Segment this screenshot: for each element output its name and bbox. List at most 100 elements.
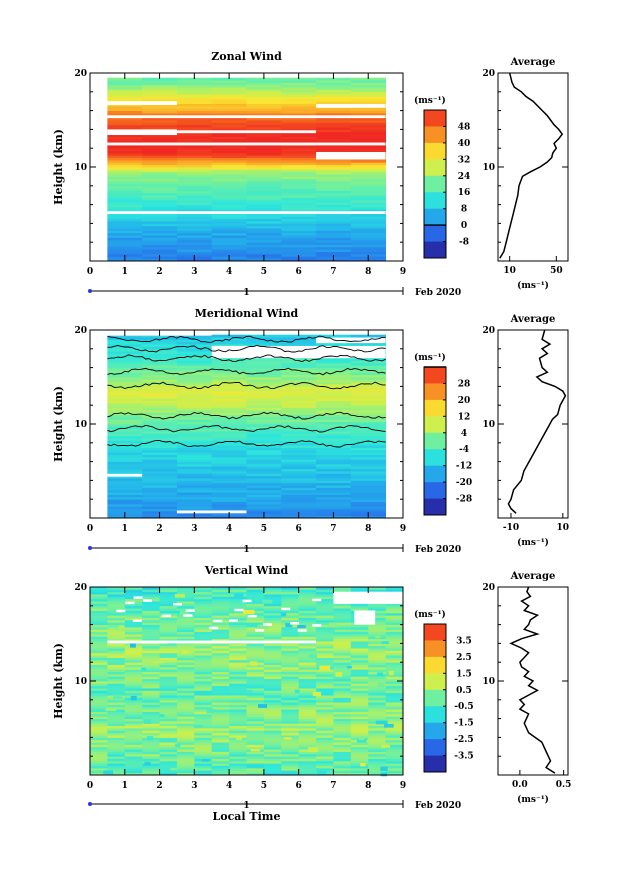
heatmap-cell (107, 496, 143, 500)
heatmap-cell (263, 591, 282, 595)
heatmap-cell (316, 360, 352, 364)
heatmap-cell (385, 681, 404, 684)
heatmap-cell (229, 716, 247, 719)
heatmap-cell (316, 225, 352, 229)
heatmap-cell (368, 695, 387, 698)
y-tick-label: 10 (74, 677, 87, 687)
heatmap-cell (350, 711, 369, 715)
heatmap-cell (368, 605, 387, 609)
heatmap-cell (263, 617, 282, 621)
heatmap-cell (194, 619, 213, 623)
heatmap-cell (350, 122, 387, 126)
heatmap-cell (90, 765, 108, 769)
heatmap-cell (316, 622, 334, 625)
heatmap-cell (298, 753, 317, 757)
heatmap-cell (211, 424, 247, 427)
x-tick-label: 4 (226, 524, 232, 534)
heatmap-cell (350, 692, 369, 696)
heatmap-cell (124, 751, 143, 755)
heatmap-cell (350, 360, 387, 364)
heatmap-cell (316, 94, 352, 97)
heatmap-cell (381, 744, 390, 748)
heatmap-cell (350, 456, 387, 460)
heatmap-cell (211, 192, 247, 196)
heatmap-cell (333, 725, 352, 729)
heatmap-cell (368, 669, 387, 672)
heatmap-cell (263, 676, 282, 680)
heatmap-cell (194, 615, 213, 618)
heatmap-cell (263, 732, 282, 736)
heatmap-cell (281, 645, 300, 649)
heatmap-cell (211, 230, 247, 234)
data-gap (143, 599, 152, 602)
zero-contour (107, 335, 386, 343)
heatmap-cell (316, 374, 352, 378)
heatmap-cell (281, 169, 317, 173)
heatmap-cell (107, 433, 143, 437)
heatmap-cell (176, 735, 195, 738)
heatmap-cell (298, 720, 317, 724)
heatmap-cell (176, 591, 195, 595)
heatmap-cell (350, 87, 387, 90)
colorbar-tick-label: -28 (456, 495, 472, 505)
heatmap-cell (281, 246, 317, 250)
heatmap-cell (368, 725, 387, 729)
heatmap-cell (211, 391, 247, 394)
heatmap-cell (298, 666, 317, 670)
heatmap-cell (316, 697, 334, 701)
heatmap-cell (243, 609, 255, 615)
heatmap-cell (176, 756, 195, 759)
heatmap-cell (281, 688, 300, 691)
heatmap-cell (176, 122, 213, 126)
heatmap-cell (159, 725, 178, 729)
heatmap-cell (368, 770, 387, 774)
heatmap-cell (229, 631, 247, 635)
heatmap-cell (281, 379, 317, 383)
heatmap-cell (350, 626, 369, 630)
heatmap-cell (107, 334, 143, 338)
heatmap-cell (281, 711, 300, 715)
heatmap-cell (350, 89, 387, 93)
heatmap-cell (90, 638, 108, 642)
data-gap (107, 640, 317, 644)
heatmap-cell (316, 367, 352, 371)
heatmap-cell (368, 624, 387, 628)
heatmap-cell (142, 77, 178, 81)
heatmap-cell (263, 636, 282, 640)
heatmap-cell (281, 508, 317, 512)
heatmap-cell (211, 589, 230, 593)
heatmap-cell (385, 608, 404, 611)
heatmap-cell (107, 164, 143, 168)
heatmap-cell (211, 181, 247, 184)
heatmap-cell (176, 145, 213, 149)
heatmap-cell (176, 199, 213, 203)
heatmap-cell (107, 480, 143, 484)
colorbar-band (424, 739, 446, 756)
heatmap-cell (368, 713, 387, 717)
heatmap-cell (211, 164, 247, 168)
heatmap-cell (368, 742, 387, 745)
heatmap-cell (281, 492, 317, 495)
heatmap-cell (142, 164, 178, 168)
heatmap-cell (229, 767, 247, 771)
heatmap-cell (90, 666, 108, 670)
heatmap-cell (176, 409, 213, 413)
heatmap-cell (107, 447, 143, 451)
heatmap-cell (107, 377, 143, 380)
heatmap-cell (316, 730, 334, 734)
heatmap-cell (246, 624, 265, 628)
heatmap-cell (385, 716, 404, 719)
heatmap-cell (142, 400, 178, 404)
heatmap-cell (246, 485, 282, 488)
heatmap-cell (246, 138, 282, 142)
heatmap-cell (176, 506, 213, 509)
heatmap-cell (142, 622, 160, 625)
heatmap-cell (368, 622, 387, 625)
heatmap-cell (107, 204, 143, 208)
heatmap-cell (142, 353, 178, 357)
heatmap-cell (246, 122, 282, 126)
heatmap-cell (333, 753, 352, 757)
heatmap-cell (107, 91, 143, 95)
heatmap-cell (298, 751, 317, 755)
heatmap-cell (246, 610, 265, 614)
